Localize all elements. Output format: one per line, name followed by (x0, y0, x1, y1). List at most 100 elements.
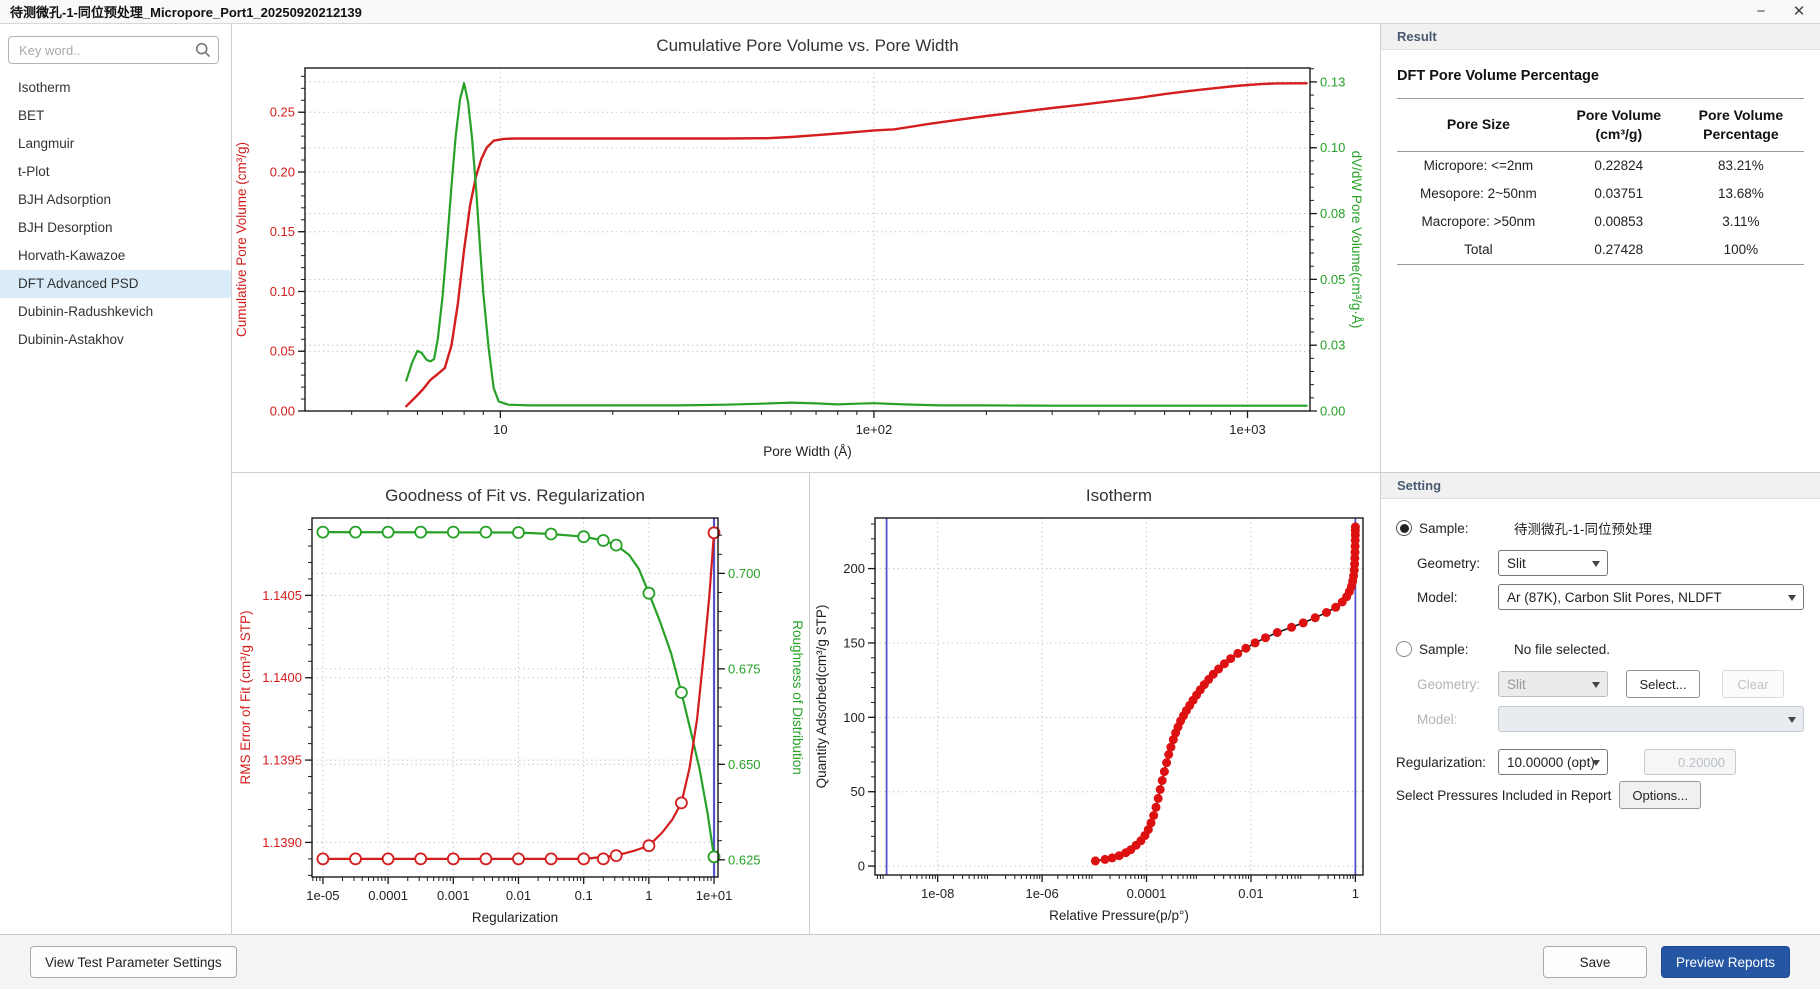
svg-text:1e+02: 1e+02 (856, 422, 893, 437)
result-header: Result (1381, 24, 1820, 50)
svg-text:dV/dW Pore Volume(cm³/g·Å): dV/dW Pore Volume(cm³/g·Å) (1349, 151, 1364, 329)
model2-label: Model: (1417, 711, 1458, 727)
sidebar-item-langmuir[interactable]: Langmuir (18, 136, 75, 151)
sidebar-item-dubinin-radushkevich[interactable]: Dubinin-Radushkevich (18, 304, 154, 319)
sample1-radio[interactable] (1396, 520, 1412, 536)
sidebar-item-bjh-desorption[interactable]: BJH Desorption (18, 220, 113, 235)
model1-row: Model: Ar (87K), Carbon Slit Pores, NLDF… (1417, 583, 1804, 611)
regularization-row: Regularization: 10.00000 (opt) 0.20000 (1396, 748, 1736, 776)
chevron-down-icon (1788, 595, 1796, 601)
result-subtitle: DFT Pore Volume Percentage (1397, 68, 1599, 84)
svg-text:200: 200 (843, 561, 865, 576)
svg-text:0.05: 0.05 (1320, 272, 1345, 287)
table-header-cell: Pore Size (1397, 98, 1560, 152)
svg-text:Cumulative Pore Volume vs. Por: Cumulative Pore Volume vs. Pore Width (656, 36, 958, 55)
svg-text:150: 150 (843, 635, 865, 650)
svg-text:0.001: 0.001 (437, 888, 470, 903)
svg-text:0.700: 0.700 (728, 566, 761, 581)
svg-text:0.03: 0.03 (1320, 338, 1345, 353)
svg-text:1.1390: 1.1390 (262, 835, 302, 850)
save-button[interactable]: Save (1542, 946, 1647, 978)
svg-text:Relative Pressure(p/p°): Relative Pressure(p/p°) (1049, 908, 1189, 923)
sidebar-item-dubinin-astakhov[interactable]: Dubinin-Astakhov (18, 332, 124, 347)
table-header-row: Pore Size Pore Volume (cm³/g) Pore Volume Pe… (1397, 98, 1804, 152)
svg-text:1.1395: 1.1395 (262, 753, 302, 768)
sidebar-item-dft-advanced-psd[interactable]: DFT Advanced PSD (0, 270, 231, 298)
svg-text:1: 1 (1352, 886, 1359, 901)
table-cell: 13.68% (1718, 186, 1764, 202)
model1-label: Model: (1417, 589, 1458, 605)
view-test-parameter-settings-button[interactable]: View Test Parameter Settings (30, 946, 237, 978)
sidebar-item-t-plot[interactable]: t-Plot (18, 164, 50, 179)
table-cell: Total (1397, 235, 1560, 265)
geometry2-value: Slit (1507, 676, 1526, 692)
model1-select[interactable]: Ar (87K), Carbon Slit Pores, NLDFT (1498, 584, 1804, 610)
svg-text:0.13: 0.13 (1320, 74, 1345, 89)
svg-text:Isotherm: Isotherm (1086, 486, 1152, 505)
options-button[interactable]: Options... (1619, 781, 1702, 809)
preview-reports-button[interactable]: Preview Reports (1660, 946, 1790, 978)
sample1-label: Sample: (1419, 520, 1469, 536)
table-cell: 0.22824 (1594, 158, 1644, 174)
chevron-down-icon (1592, 682, 1600, 688)
search-input[interactable] (8, 36, 219, 64)
app-body: Isotherm BET Langmuir t-Plot BJH Adsorption B… (0, 24, 1820, 938)
select-file-button[interactable]: Select... (1626, 670, 1700, 698)
svg-text:50: 50 (851, 784, 865, 799)
svg-text:Pore Width (Å): Pore Width (Å) (763, 444, 852, 459)
setting-header: Setting (1381, 473, 1820, 499)
search-icon[interactable] (195, 42, 211, 63)
geometry1-row: Geometry: Slit (1417, 549, 1608, 577)
regularization-label: Regularization: (1396, 754, 1487, 770)
table-row: Mesopore: 2~50nm 0.03751 13.68% (1397, 180, 1804, 208)
geometry1-select[interactable]: Slit (1498, 550, 1608, 576)
svg-text:0.650: 0.650 (728, 757, 761, 772)
sidebar-item-isotherm[interactable]: Isotherm (18, 80, 71, 95)
pressures-label: Select Pressures Included in Report (1396, 787, 1612, 803)
goodness-of-fit-chart: 1e-05 0.0001 0.001 0.01 0.1 1 1e+01 1.1390 1.139… (232, 473, 810, 938)
svg-text:1.1405: 1.1405 (262, 588, 302, 603)
sidebar-item-bjh-adsorption[interactable]: BJH Adsorption (18, 192, 112, 207)
close-button[interactable]: ✕ (1792, 2, 1806, 20)
pressures-row: Select Pressures Included in Report Opti… (1396, 781, 1702, 809)
sample2-value: No file selected. (1514, 641, 1611, 657)
cumulative-pore-volume-chart: 10 1e+02 1e+03 0.00 0.05 0.10 0.15 0.20 0.25 Cumu… (232, 24, 1380, 473)
table-cell: Micropore: <=2nm (1423, 158, 1534, 174)
geometry1-label: Geometry: (1417, 555, 1481, 571)
isotherm-chart: 1e-08 1e-06 0.0001 0.01 1 0 50 100 150 200 Quantit… (810, 473, 1380, 938)
sample1-row: Sample: 待测微孔-1-同位预处理 (1396, 514, 1652, 542)
svg-text:1e-08: 1e-08 (921, 886, 954, 901)
svg-text:0.20: 0.20 (270, 164, 295, 179)
table-cell: 0.27428 (1559, 235, 1678, 265)
setting-body: Sample: 待测微孔-1-同位预处理 Geometry: Slit Mode… (1381, 499, 1820, 934)
title-bar: 待测微孔-1-同位预处理_Micropore_Port1_20250920212… (0, 0, 1820, 24)
svg-text:1e-05: 1e-05 (306, 888, 339, 903)
regularization-select[interactable]: 10.00000 (opt) (1498, 749, 1608, 775)
sample1-value: 待测微孔-1-同位预处理 (1514, 522, 1652, 537)
model2-select (1498, 706, 1804, 732)
regularization-input: 0.20000 (1644, 749, 1736, 775)
footer-bar: View Test Parameter Settings Save Previe… (0, 934, 1820, 989)
svg-text:Regularization: Regularization (472, 910, 558, 925)
model1-value: Ar (87K), Carbon Slit Pores, NLDFT (1507, 589, 1722, 605)
geometry1-value: Slit (1507, 555, 1526, 571)
sample2-radio[interactable] (1396, 641, 1412, 657)
geometry2-row: Geometry: Slit Select... Clear (1417, 670, 1784, 698)
svg-text:0.625: 0.625 (728, 852, 761, 867)
window-title: 待测微孔-1-同位预处理_Micropore_Port1_20250920212… (10, 5, 362, 20)
table-cell: Mesopore: 2~50nm (1420, 186, 1537, 202)
sidebar-item-horvath-kawazoe[interactable]: Horvath-Kawazoe (18, 248, 126, 263)
svg-text:0.05: 0.05 (270, 344, 295, 359)
svg-text:1e+01: 1e+01 (696, 888, 733, 903)
svg-text:0.01: 0.01 (1238, 886, 1263, 901)
svg-text:0.25: 0.25 (270, 105, 295, 120)
svg-text:1e+03: 1e+03 (1229, 422, 1266, 437)
svg-text:0.675: 0.675 (728, 661, 761, 676)
table-cell: 0.03751 (1594, 186, 1644, 202)
minimize-button[interactable]: − (1756, 2, 1766, 20)
table-header-cell: Pore Volume Percentage (1677, 98, 1804, 152)
bottom-charts-row: 1e-05 0.0001 0.001 0.01 0.1 1 1e+01 1.1390 1.139… (232, 473, 1380, 938)
sidebar-item-bet[interactable]: BET (18, 108, 45, 123)
table-cell: 3.11% (1722, 214, 1760, 230)
svg-text:0.1: 0.1 (575, 888, 593, 903)
